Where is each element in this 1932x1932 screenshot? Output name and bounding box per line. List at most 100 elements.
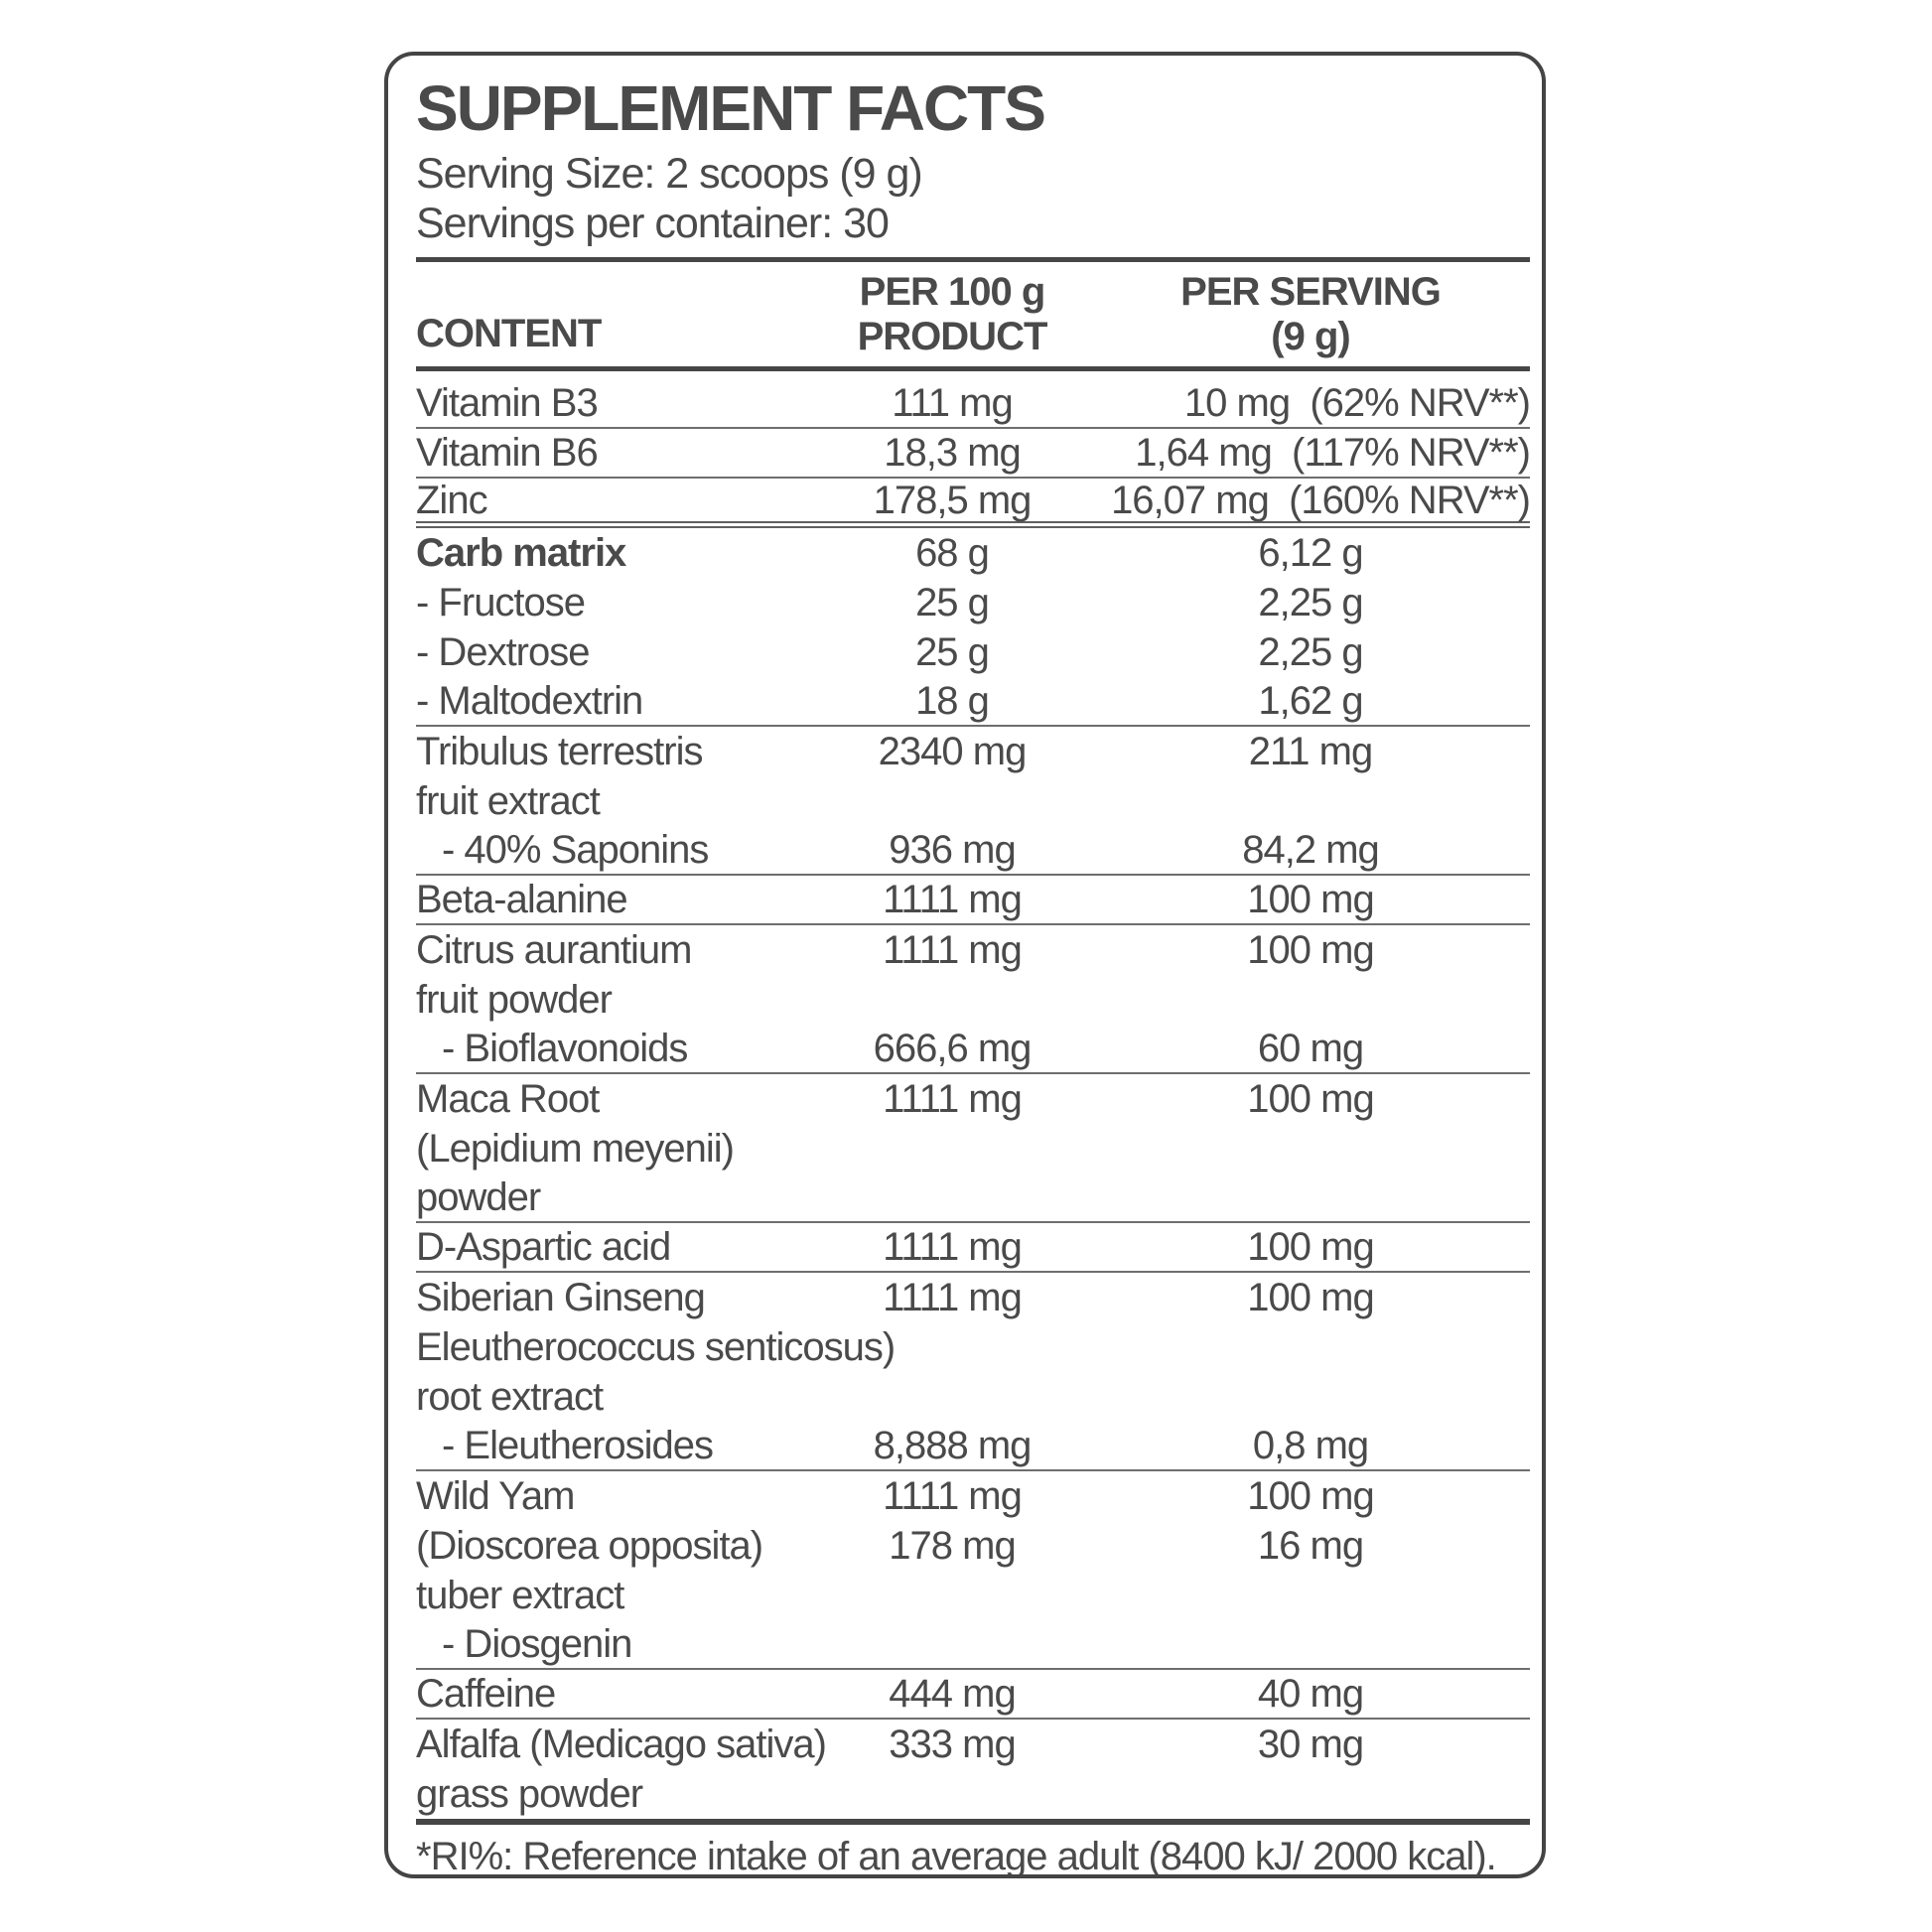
- per-serving-value-with-nrv: 10 mg (62% NRV**): [1183, 380, 1531, 425]
- per-serving-value: 2,25 g: [1258, 580, 1363, 624]
- table-row: Caffeine 444 mg 40 mg: [416, 1670, 1530, 1720]
- per-100g-value: 936 mg: [889, 827, 1016, 872]
- ingredient-name: Alfalfa (Medicago sativa): [416, 1722, 827, 1766]
- per-100g-value: 18,3 mg: [884, 430, 1022, 475]
- supplement-facts-panel: SUPPLEMENT FACTS Serving Size: 2 scoops …: [384, 52, 1546, 1878]
- table-row: (Lepidium meyenii): [416, 1124, 1530, 1173]
- per-serving-value: 40 mg: [1257, 1671, 1364, 1716]
- per-serving-value: 211 mg: [1248, 729, 1373, 773]
- table-row: tuber extract: [416, 1571, 1530, 1620]
- table-body: Vitamin B3 111 mg 10 mg (62% NRV**) Vitamin…: [416, 379, 1531, 1819]
- ingredient-name: Carb matrix: [416, 530, 626, 575]
- ingredient-name: - Bioflavonoids: [442, 1026, 688, 1070]
- table-row: - 40% Saponins 936 mg 84,2 mg: [416, 826, 1530, 876]
- ingredient-name: Vitamin B6: [416, 430, 599, 475]
- ingredient-name: fruit powder: [416, 977, 613, 1022]
- per-serving-value: 60 mg: [1257, 1026, 1364, 1070]
- table-row: grass powder: [416, 1769, 1530, 1819]
- ingredient-name: - Diosgenin: [442, 1621, 632, 1666]
- per-100g-value: 111 mg: [892, 380, 1013, 425]
- ingredient-name: grass powder: [416, 1771, 643, 1816]
- table-row: Citrus aurantium 1111 mg 100 mg: [416, 925, 1530, 975]
- table-row: (Dioscorea opposita) 178 mg 16 mg: [416, 1521, 1530, 1571]
- ingredient-name: Vitamin B3: [416, 380, 599, 425]
- per-100g-value: 8,888 mg: [873, 1423, 1033, 1467]
- per-100g-value: 1111 mg: [883, 1473, 1023, 1518]
- table-row: - Bioflavonoids 666,6 mg 60 mg: [416, 1025, 1530, 1074]
- table-row: Zinc 178,5 mg 16,07 mg (160% NRV**): [416, 479, 1531, 528]
- per-serving-value: 16 mg: [1257, 1523, 1364, 1568]
- ingredient-name: Tribulus terrestris: [416, 729, 703, 773]
- ingredient-name: - 40% Saponins: [442, 827, 709, 872]
- table-header-row: CONTENT PER 100 g PRODUCT PER SERVING (9…: [416, 262, 1530, 366]
- table-row: Beta-alanine 1111 mg 100 mg: [416, 876, 1530, 925]
- table-row: fruit extract: [416, 776, 1530, 826]
- per-100g-value: 68 g: [915, 530, 990, 575]
- per-serving-value: 100 mg: [1247, 1275, 1374, 1319]
- per-serving-value: 100 mg: [1247, 1224, 1374, 1269]
- table-row: - Maltodextrin 18 g 1,62 g: [416, 677, 1530, 727]
- per-serving-value: 30 mg: [1257, 1722, 1364, 1766]
- header-per-100g-line1: PER 100 g: [859, 269, 1046, 314]
- ingredient-name: Caffeine: [416, 1671, 556, 1716]
- ingredient-name: Wild Yam: [416, 1473, 575, 1518]
- ingredient-name: (Dioscorea opposita): [416, 1523, 763, 1568]
- header-per-100g-line2: PRODUCT: [857, 314, 1048, 358]
- per-serving-value-with-nrv: 1,64 mg (117% NRV**): [1135, 430, 1531, 475]
- per-100g-value: 18 g: [915, 678, 990, 723]
- ingredient-name: Eleutherococcus senticosus): [416, 1324, 896, 1369]
- per-100g-value: 666,6 mg: [873, 1026, 1033, 1070]
- header-rule: [416, 366, 1530, 371]
- ingredient-name: - Eleutherosides: [442, 1423, 714, 1467]
- footer-rule: [416, 1819, 1530, 1825]
- ingredient-name: Zinc: [416, 479, 488, 522]
- table-row: Wild Yam 1111 mg 100 mg: [416, 1471, 1530, 1521]
- ingredient-name: - Fructose: [416, 580, 586, 624]
- table-row: Vitamin B3 111 mg 10 mg (62% NRV**): [416, 379, 1531, 429]
- table-row: - Diosgenin: [416, 1620, 1530, 1670]
- per-100g-value: 333 mg: [889, 1722, 1016, 1766]
- table-row: D-Aspartic acid 1111 mg 100 mg: [416, 1223, 1530, 1273]
- ingredient-name: root extract: [416, 1374, 604, 1419]
- ingredient-name: powder: [416, 1174, 541, 1219]
- ingredient-name: Beta-alanine: [416, 877, 628, 921]
- table-row: powder: [416, 1173, 1530, 1223]
- table-row: Eleutherococcus senticosus): [416, 1322, 1530, 1372]
- per-serving-value: 100 mg: [1247, 927, 1374, 972]
- per-serving-value-with-nrv: 16,07 mg (160% NRV**): [1111, 479, 1531, 522]
- table-row: root extract: [416, 1372, 1530, 1422]
- per-serving-value: 100 mg: [1247, 1076, 1374, 1121]
- table-row: Tribulus terrestris 2340 mg 211 mg: [416, 727, 1530, 776]
- panel-title: SUPPLEMENT FACTS: [416, 72, 1046, 144]
- ingredient-name: - Dextrose: [416, 629, 591, 674]
- per-100g-value: 1111 mg: [883, 1076, 1023, 1121]
- ingredient-name: Maca Root: [416, 1076, 600, 1121]
- header-per-serving: PER SERVING (9 g): [1091, 270, 1530, 359]
- per-100g-value: 178 mg: [889, 1523, 1016, 1568]
- serving-size: Serving Size: 2 scoops (9 g): [416, 150, 923, 198]
- per-100g-value: 25 g: [915, 629, 990, 674]
- header-per-serving-line2: (9 g): [1271, 314, 1350, 358]
- per-100g-value: 25 g: [915, 580, 990, 624]
- table-row: - Eleutherosides 8,888 mg 0,8 mg: [416, 1422, 1530, 1471]
- ingredient-name: fruit extract: [416, 778, 601, 823]
- per-serving-value: 84,2 mg: [1242, 827, 1380, 872]
- ingredient-name: Siberian Ginseng: [416, 1275, 706, 1319]
- servings-per-container: Servings per container: 30: [416, 200, 890, 247]
- per-100g-value: 178,5 mg: [873, 479, 1033, 522]
- per-100g-value: 1111 mg: [883, 877, 1023, 921]
- per-100g-value: 1111 mg: [883, 1224, 1023, 1269]
- ingredient-name: (Lepidium meyenii): [416, 1126, 735, 1171]
- table-row: fruit powder: [416, 975, 1530, 1025]
- per-100g-value: 444 mg: [889, 1671, 1016, 1716]
- table-row: Siberian Ginseng 1111 mg 100 mg: [416, 1273, 1530, 1322]
- header-content: CONTENT: [416, 312, 602, 355]
- reference-intake-footnote: *RI%: Reference intake of an average adu…: [416, 1835, 1497, 1878]
- table-row: - Dextrose 25 g 2,25 g: [416, 627, 1530, 677]
- per-serving-value: 1,62 g: [1258, 678, 1363, 723]
- table-row: - Fructose 25 g 2,25 g: [416, 578, 1530, 627]
- table-row: Carb matrix 68 g 6,12 g: [416, 528, 1530, 578]
- table-row: Maca Root 1111 mg 100 mg: [416, 1074, 1530, 1124]
- header-per-100g: PER 100 g PRODUCT: [813, 270, 1091, 359]
